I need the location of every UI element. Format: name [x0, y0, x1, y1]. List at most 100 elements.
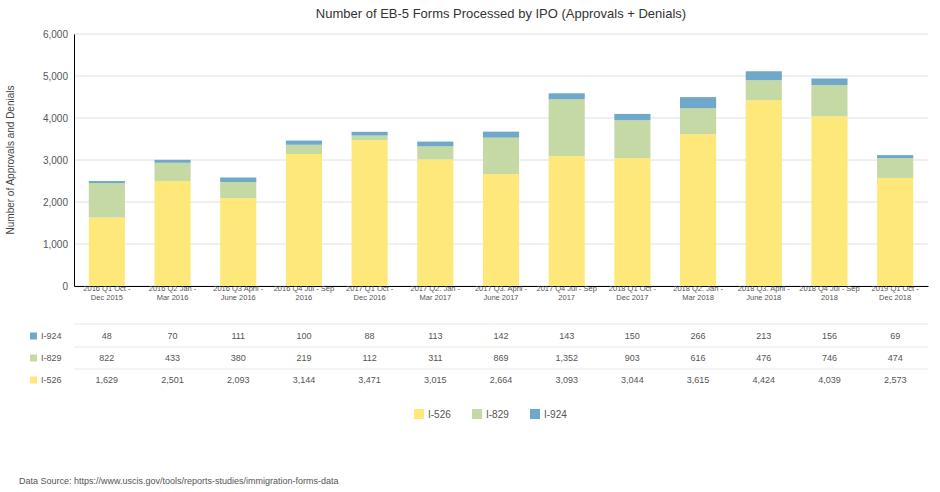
series	[89, 80, 913, 217]
bar	[549, 156, 585, 286]
y-tick: 5,000	[43, 71, 74, 82]
table-separator	[74, 347, 928, 348]
x-tick: 2018 Q4 Jul - Sep2018	[799, 284, 859, 302]
bar	[680, 108, 716, 134]
series	[89, 71, 913, 183]
table-row-label: I-924	[41, 331, 62, 341]
series	[89, 100, 913, 286]
x-tick-label: 2019 Q1 Oct -Dec 2018	[872, 284, 920, 302]
table-value: 113	[428, 331, 442, 341]
x-tick-label: 2017 Q4 Jul - Sep2017	[536, 284, 596, 302]
bar	[220, 177, 256, 182]
table-value: 111	[231, 331, 245, 341]
table-value: 4,039	[818, 375, 841, 385]
y-tick: 3,000	[43, 155, 74, 166]
bar	[549, 93, 585, 99]
table-value: 143	[559, 331, 574, 341]
table-value: 70	[168, 331, 178, 341]
table-value: 2,664	[490, 375, 513, 385]
bar	[811, 78, 847, 85]
bar	[352, 140, 388, 286]
table-value: 150	[625, 331, 640, 341]
table-value: 3,044	[621, 375, 644, 385]
legend-label: I-526	[428, 409, 451, 420]
table-value: 112	[362, 353, 376, 363]
legend-swatch	[530, 409, 540, 419]
table-separator	[74, 369, 928, 370]
bar	[811, 85, 847, 116]
table-value: 1,629	[96, 375, 119, 385]
x-tick-label: 2016 Q2 Jan -Mar 2016	[149, 284, 197, 302]
y-tick: 0	[62, 281, 74, 292]
bar	[220, 182, 256, 198]
table-value: 476	[756, 353, 771, 363]
x-tick: 2018 Q3. April -June 2018	[738, 284, 791, 302]
x-tick-label: 2018 Q2. Jan -Mar 2018	[673, 284, 723, 302]
bar	[417, 146, 453, 159]
table-value: 869	[493, 353, 508, 363]
y-axis-line	[74, 35, 75, 287]
x-tick-label: 2017 Q1 Oct -Dec 2016	[346, 284, 394, 302]
table-value: 474	[888, 353, 903, 363]
table-swatch	[30, 377, 37, 384]
bar	[417, 142, 453, 147]
bar	[286, 145, 322, 154]
x-tick-label: 2018 Q4 Jul - Sep2018	[799, 284, 859, 302]
bar	[877, 158, 913, 178]
x-tick: 2017 Q2. Jan -Mar 2017	[410, 284, 460, 302]
source-note: Data Source: https://www.uscis.gov/tools…	[19, 476, 339, 486]
bar	[89, 181, 125, 183]
table-row-label: I-526	[41, 375, 62, 385]
table-value: 3,615	[687, 375, 710, 385]
bar	[483, 132, 519, 138]
table-value: 4,424	[753, 375, 776, 385]
table-value: 616	[691, 353, 706, 363]
grid-line	[74, 76, 928, 77]
bar	[352, 136, 388, 141]
y-tick-label: 4,000	[43, 113, 68, 124]
y-tick-label: 2,000	[43, 197, 68, 208]
y-tick-label: 6,000	[43, 29, 68, 40]
legend: I-526 I-829 I-924	[414, 409, 567, 420]
y-axis: 01,0002,0003,0004,0005,0006,000	[43, 29, 75, 292]
table-value: 213	[756, 331, 771, 341]
x-tick: 2018 Q2. Jan -Mar 2018	[673, 284, 723, 302]
chart: Number of EB-5 Forms Processed by IPO (A…	[0, 0, 940, 492]
legend-item: I-924	[530, 409, 567, 420]
table-swatch	[30, 333, 37, 340]
bar	[417, 159, 453, 286]
table-value: 2,501	[161, 375, 184, 385]
x-tick-label: 2018 Q1 Oct -Dec 2017	[609, 284, 657, 302]
title: Number of EB-5 Forms Processed by IPO (A…	[316, 6, 686, 21]
legend-label: I-829	[486, 409, 509, 420]
y-tick-label: 5,000	[43, 71, 68, 82]
bar	[154, 181, 190, 286]
table-value: 311	[428, 353, 442, 363]
x-tick-label: 2017 Q2. Jan -Mar 2017	[410, 284, 460, 302]
bar	[680, 134, 716, 286]
bar	[220, 198, 256, 286]
grid-line	[74, 118, 928, 119]
table: I-92448701111008811314214315026621315669…	[30, 324, 928, 385]
grid	[74, 34, 928, 286]
bar	[680, 97, 716, 108]
legend-item: I-829	[472, 409, 509, 420]
table-value: 69	[890, 331, 900, 341]
table-value: 3,093	[555, 375, 578, 385]
bar	[483, 138, 519, 174]
bar	[614, 158, 650, 286]
bar	[746, 80, 782, 100]
bar	[286, 141, 322, 145]
bar	[154, 160, 190, 163]
table-value: 48	[102, 331, 112, 341]
bar	[811, 116, 847, 286]
table-value: 822	[99, 353, 114, 363]
table-value: 88	[365, 331, 375, 341]
y-tick: 6,000	[43, 29, 74, 40]
bar	[352, 132, 388, 136]
bars	[89, 71, 913, 286]
bar	[89, 183, 125, 218]
x-tick: 2016 Q3 April -June 2016	[213, 284, 264, 302]
x-axis: 2016 Q1 Oct -Dec 20152016 Q2 Jan -Mar 20…	[75, 284, 929, 302]
legend-item: I-526	[414, 409, 451, 420]
